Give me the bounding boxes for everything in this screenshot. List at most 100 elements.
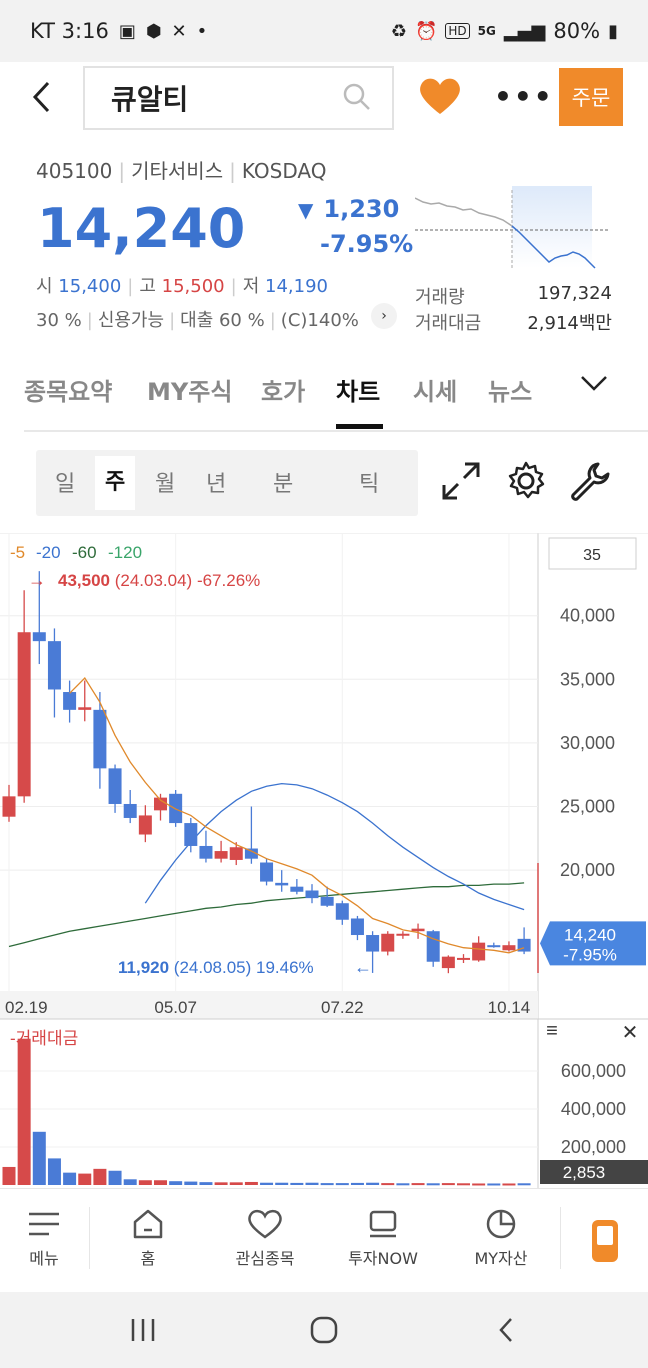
candle-body [411,928,425,932]
y-tick-label: 40,000 [560,606,615,626]
candle-body [93,709,107,769]
x-tick-label: 10.14 [488,998,531,1017]
hamburger-icon [0,1203,99,1245]
candle-body [184,823,198,846]
candle-body [305,890,319,899]
more-menu-icon[interactable]: ••• [494,80,554,113]
candle-body [2,796,16,817]
candle-body [350,918,364,936]
period-day[interactable]: 일 [55,472,76,497]
candle-body [32,632,46,642]
ma-legend-item: -5 [10,543,25,562]
bottom-navigation: 메뉴 홈 관심종목 투자NOW MY자산 [0,1188,648,1292]
price-change-percent: -7.95% [320,230,414,258]
tab-my-stock[interactable]: MY주식 [147,378,233,406]
tab-chart[interactable]: 차트 [336,378,381,406]
volume-bar [244,1181,258,1185]
volume-bar [169,1181,183,1185]
volume-bar [229,1182,243,1185]
tab-summary[interactable]: 종목요약 [24,378,113,406]
dot-icon: • [196,20,208,42]
active-tab-indicator [336,424,383,429]
volume-bar [441,1183,455,1186]
volume-bar [320,1183,334,1186]
period-month[interactable]: 월 [155,472,176,497]
favorite-heart-icon[interactable] [418,76,462,120]
volume-bar [350,1182,364,1185]
current-price-tag-pct: -7.95% [563,945,617,964]
ma5-line [69,676,525,954]
ma-legend-item: -60 [72,543,97,562]
current-price-tag-value: 14,240 [564,925,616,944]
period-year[interactable]: 년 [206,472,227,497]
nav-invest-now[interactable]: 투자NOW [328,1203,438,1269]
hamburger-icon: ≡ [546,1020,558,1042]
search-input[interactable]: 큐알티 [83,66,394,130]
volume-bar [2,1166,16,1185]
signal-icon: ▂▄▆ [503,20,546,42]
recent-apps-icon[interactable] [130,1317,156,1347]
candle-body [381,933,395,952]
x-tick-label: 07.22 [321,998,364,1017]
volume-bar [381,1183,395,1186]
chevron-down-icon[interactable] [580,374,608,396]
candle-body [17,632,31,797]
tab-news[interactable]: 뉴스 [488,378,533,406]
tv-icon [328,1203,438,1245]
low-arrow-icon: ← [354,957,372,977]
period-week[interactable]: 주 [95,456,136,510]
low-price-note: 11,920 (24.08.05) 19.46% [118,958,314,977]
volume-bar [396,1183,410,1186]
x-axis-band [0,991,538,1019]
system-navigation [0,1292,648,1368]
trade-value: 2,914백만 [527,313,612,334]
volume-y-tick-label: 600,000 [561,1061,626,1081]
chevron-right-icon[interactable]: › [371,303,397,329]
period-minute[interactable]: 분 [273,472,294,497]
recycle-icon: ♻ [390,20,407,42]
nav-watchlist[interactable]: 관심종목 [210,1203,320,1269]
order-button[interactable]: 주문 [559,68,623,126]
ma60-line [8,882,525,948]
tab-quotes[interactable]: 시세 [413,378,458,406]
volume-bar [487,1183,501,1186]
current-price: 14,240 [37,197,246,260]
expand-icon[interactable] [440,460,482,506]
volume-bar [199,1182,213,1185]
ma-legend-item: -120 [108,543,142,562]
visible-count-box [548,537,637,570]
nav-my-assets[interactable]: MY자산 [446,1203,556,1269]
nav-menu[interactable]: 메뉴 [0,1203,99,1269]
volume-bar [63,1172,77,1185]
weekly-candlestick-chart[interactable]: 40,000 35,000 30,000 25,000 20,000 -5 -20 -60 -1… [0,533,648,1188]
candle-body [78,707,92,710]
battery-percent: 80% [553,19,601,43]
alarm-icon: ⏰ [414,20,438,42]
down-triangle-icon: ▼ [298,198,314,222]
period-tick[interactable]: 틱 [359,472,380,497]
volume-bar [335,1183,349,1186]
volume-value: 197,324 [537,283,612,304]
home-button-icon[interactable] [309,1315,339,1349]
volume-bar [32,1131,46,1185]
volume-bar [123,1179,137,1185]
ma20-line [144,782,525,911]
volume-bar [93,1168,107,1185]
candle-body [320,896,334,906]
search-icon[interactable] [342,82,372,112]
network-icon: 5G [477,24,496,38]
back-button-icon[interactable] [496,1316,516,1348]
settings-gear-icon[interactable] [505,460,547,506]
x-tick-label: 02.19 [5,998,48,1017]
period-selector: 일 주 월 년 분 틱 [36,450,418,516]
candle-body [244,848,258,859]
app-header: 큐알티 ••• 주문 [0,62,648,142]
wrench-icon[interactable] [568,460,612,508]
tab-orderbook[interactable]: 호가 [261,378,306,406]
nav-home[interactable]: 홈 [93,1203,203,1269]
candle-body [441,956,455,969]
back-arrow-icon[interactable] [30,80,52,123]
stock-sector: 기타서비스 [131,159,224,183]
app-switch-icon[interactable] [591,1219,619,1267]
tab-bar: 종목요약 MY주식 호가 차트 시세 뉴스 [24,360,648,432]
